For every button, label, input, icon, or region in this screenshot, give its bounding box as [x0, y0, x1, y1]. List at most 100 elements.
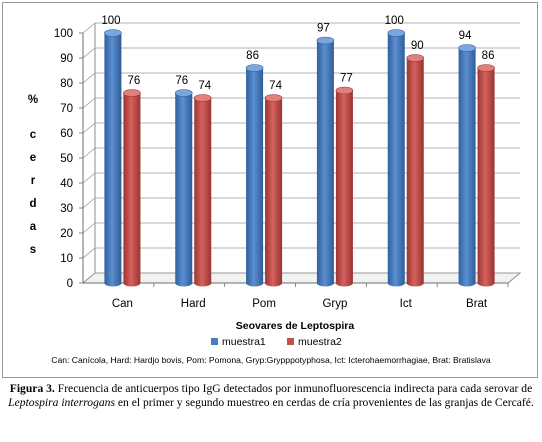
- gridline: [82, 222, 520, 234]
- bar-top: [406, 54, 425, 62]
- y-axis-label-char: d: [29, 198, 36, 210]
- bar-chart: 0 10 20 30 40 50 60 70 80 90 100 Can 100 76 Hard 76 74 Po…: [28, 15, 522, 348]
- bar-top: [264, 94, 283, 102]
- legend-label-muestra1: muestra1: [222, 336, 266, 348]
- bar-muestra1-Hard: [174, 89, 193, 287]
- y-axis-label-char: %: [28, 94, 38, 106]
- bar-muestra2-Hard: [193, 94, 212, 287]
- data-label: 97: [317, 23, 330, 35]
- legend-label-muestra2: muestra2: [298, 336, 342, 348]
- bar-body: [265, 98, 283, 287]
- bar-body: [316, 40, 334, 287]
- bar-muestra1-Gryp: [316, 36, 335, 287]
- figure-frame: 0 10 20 30 40 50 60 70 80 90 100 Can 100 76 Hard 76 74 Po…: [2, 2, 538, 378]
- x-tick-label: Can: [112, 298, 133, 310]
- gridline: [82, 247, 520, 259]
- legend: muestra1 muestra2: [211, 336, 342, 348]
- x-tick-label: Ict: [400, 298, 413, 310]
- x-tick-label: Pom: [252, 298, 276, 310]
- bar-top: [193, 94, 212, 102]
- legend-swatch-muestra1: [211, 338, 218, 345]
- y-axis-label-char: e: [30, 152, 36, 164]
- y-tick-label: 40: [60, 178, 73, 190]
- data-label: 77: [340, 73, 353, 85]
- data-label: 94: [459, 30, 472, 42]
- gridline: [82, 172, 520, 184]
- bar-body: [458, 48, 476, 287]
- data-label: 86: [246, 50, 259, 62]
- data-label: 74: [198, 80, 211, 92]
- x-tick-label: Gryp: [322, 298, 347, 310]
- gridline: [82, 47, 520, 59]
- caption-text-2: en el primer y segundo muestreo en cerda…: [115, 396, 534, 409]
- data-label: 76: [175, 75, 188, 87]
- bar-body: [194, 98, 212, 287]
- bar-body: [477, 68, 495, 287]
- bar-muestra1-Ict: [387, 29, 406, 287]
- bar-muestra2-Pom: [264, 94, 283, 287]
- bar-body: [335, 90, 353, 287]
- y-tick-label: 30: [60, 203, 73, 215]
- bar-body: [123, 93, 141, 287]
- bar-top: [335, 86, 354, 95]
- gridlines: [81, 22, 522, 284]
- y-tick-label: 90: [60, 53, 73, 65]
- gridline: [82, 97, 520, 109]
- bar-top: [104, 29, 122, 37]
- bar-top: [477, 64, 495, 72]
- bar-body: [406, 58, 424, 287]
- data-label: 100: [385, 15, 404, 27]
- caption-text-1: Frecuencia de anticuerpos tipo IgG detec…: [54, 382, 533, 395]
- x-tick-label: Brat: [466, 298, 488, 310]
- bar-top: [123, 89, 141, 97]
- y-axis-label-char: r: [31, 175, 36, 187]
- x-tick-label: Hard: [181, 298, 206, 310]
- bars: [104, 29, 495, 287]
- y-tick-label: 70: [60, 103, 73, 115]
- bar-body: [246, 68, 264, 287]
- y-tick-label: 10: [60, 253, 73, 265]
- labels: 0 10 20 30 40 50 60 70 80 90 100 Can 100 76 Hard 76 74 Po…: [28, 15, 495, 348]
- bar-top: [387, 29, 406, 37]
- y-tick-label: 60: [60, 128, 73, 140]
- bar-top: [174, 89, 193, 97]
- gridline: [82, 22, 520, 34]
- bar-top: [245, 64, 264, 72]
- gridline: [82, 72, 520, 84]
- bar-muestra1-Brat: [458, 44, 476, 287]
- data-label: 74: [269, 80, 282, 92]
- legend-swatch-muestra2: [287, 338, 294, 345]
- gridline: [82, 197, 520, 209]
- bar-muestra2-Gryp: [335, 86, 354, 287]
- figure-caption: Figura 3. Frecuencia de anticuerpos tipo…: [0, 382, 542, 410]
- y-tick-label: 0: [67, 278, 73, 290]
- bar-top: [458, 44, 476, 52]
- data-label: 76: [128, 75, 141, 87]
- y-tick-label: 20: [60, 228, 73, 240]
- y-axis-label: % cerdas: [28, 94, 38, 256]
- bar-top: [316, 36, 335, 45]
- bar-muestra1-Pom: [245, 64, 264, 287]
- bar-muestra2-Brat: [477, 64, 495, 287]
- caption-species: Leptospira interrogans: [8, 396, 115, 409]
- bar-muestra2-Can: [123, 89, 141, 287]
- x-axis-title: Seovares de Leptospira: [236, 320, 355, 332]
- y-tick-label: 100: [54, 28, 73, 40]
- bar-muestra2-Ict: [406, 54, 425, 287]
- floor: [81, 23, 522, 284]
- gridline: [82, 272, 520, 284]
- axes: [79, 32, 509, 287]
- y-tick-label: 80: [60, 78, 73, 90]
- data-label: 90: [411, 40, 424, 52]
- bar-muestra1-Can: [104, 29, 122, 287]
- caption-label: Figura 3.: [9, 382, 55, 395]
- gridline: [82, 147, 520, 159]
- data-label: 100: [101, 15, 120, 27]
- bar-body: [175, 93, 193, 287]
- bar-body: [104, 33, 122, 287]
- y-tick-label: 50: [60, 153, 73, 165]
- bar-body: [387, 33, 405, 287]
- data-label: 86: [482, 50, 495, 62]
- gridline: [82, 122, 520, 134]
- y-axis-label-char: a: [30, 221, 37, 233]
